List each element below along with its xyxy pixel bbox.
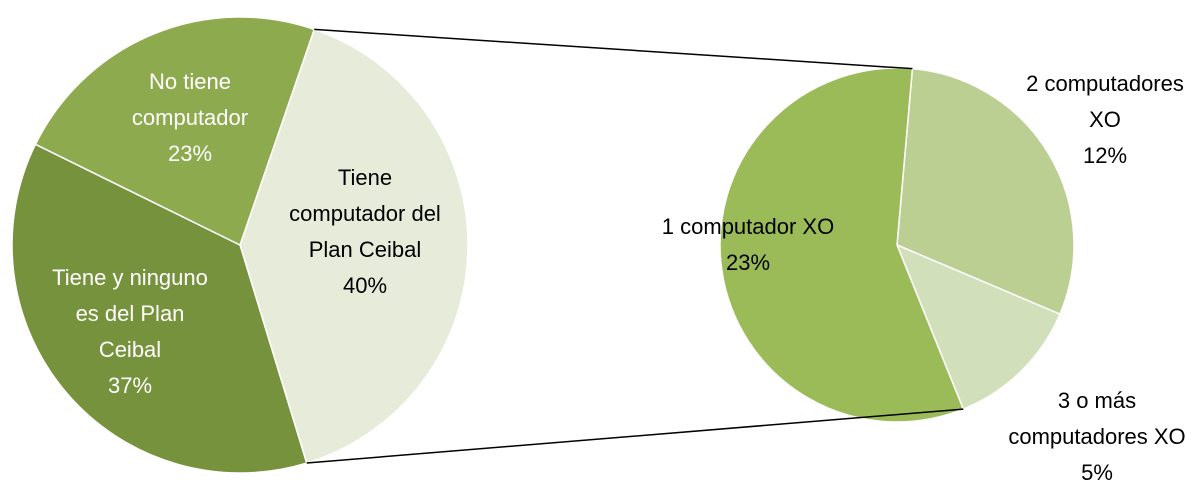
category-label: Tiene computador del Plan Ceibal (289, 165, 441, 262)
pie-slice (895, 243, 1061, 411)
value-label: 12% (1082, 143, 1128, 168)
category-label: 3 o más computadores XO (1008, 388, 1186, 449)
value-label: 23% (167, 141, 213, 166)
slice-label: Tiene y ninguno es del Plan Ceibal 37% (45, 260, 215, 404)
value-label: 23% (725, 250, 771, 275)
category-label: No tiene computador (131, 69, 249, 130)
slice-label: No tiene computador 23% (110, 64, 270, 172)
slice-label: 2 computadores XO 12% (1018, 66, 1193, 174)
slice-label: Tiene computador del Plan Ceibal 40% (278, 160, 453, 304)
pie-slice (11, 143, 308, 474)
pie-slice (34, 16, 316, 247)
pie-slice (719, 67, 965, 423)
value-label: 40% (342, 273, 388, 298)
connector-line (306, 408, 964, 464)
pie-slice (239, 28, 469, 464)
category-label: 2 computadores XO (1026, 71, 1184, 132)
slice-label: 1 computador XO 23% (618, 209, 878, 281)
category-label: 1 computador XO (661, 214, 835, 239)
value-label: 37% (107, 373, 153, 398)
connector-line (314, 28, 913, 70)
slice-label: 3 o más computadores XO 5% (1000, 383, 1193, 491)
pie-slice (896, 67, 1075, 316)
category-label: Tiene y ninguno es del Plan Ceibal (52, 265, 208, 362)
value-label: 5% (1081, 460, 1113, 485)
